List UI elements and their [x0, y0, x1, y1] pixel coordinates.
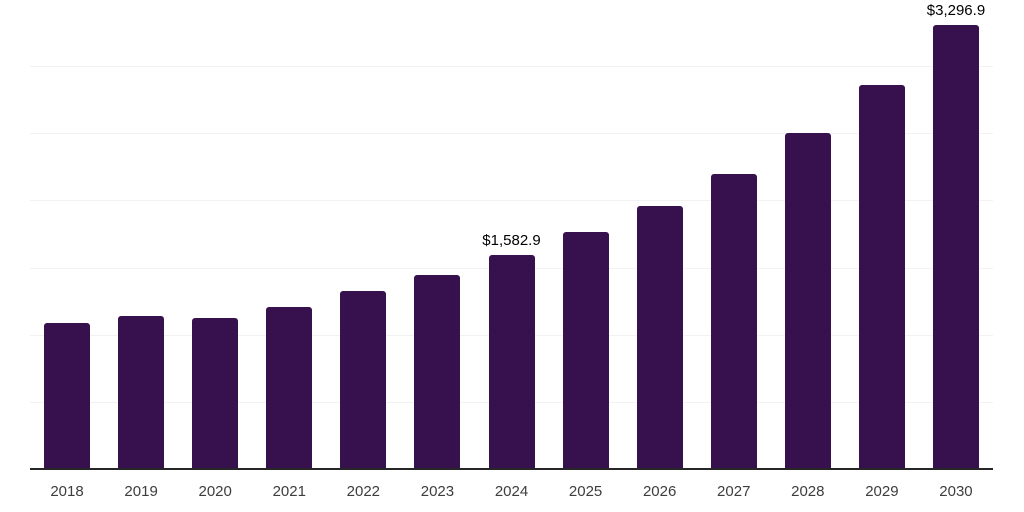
x-axis-labels: 2018 2019 2020 2021 2022 2023 2024 2025 2026 2027… — [30, 470, 993, 512]
bar-2024 — [488, 255, 535, 468]
x-axis-label-2030: 2030 — [939, 482, 973, 500]
bar-slot-2022 — [326, 0, 400, 468]
x-axis-label-2020: 2020 — [198, 482, 232, 500]
x-axis-label-2018: 2018 — [50, 482, 84, 500]
bar-slot-2026 — [623, 0, 697, 468]
x-axis-label-2023: 2023 — [420, 482, 455, 500]
bar-slot-2023 — [400, 0, 474, 468]
bar-2026 — [636, 205, 683, 468]
bar-2027 — [710, 174, 757, 468]
bar-2022 — [340, 291, 387, 468]
gridline — [30, 200, 993, 202]
bar-slot-2030: $3,296.9 — [919, 0, 993, 468]
bar-2025 — [562, 232, 609, 468]
x-axis-label-2024: 2024 — [494, 482, 529, 500]
x-axis-label-2022: 2022 — [346, 482, 381, 500]
bar-2023 — [414, 275, 461, 468]
x-axis-label-2021: 2021 — [272, 482, 306, 500]
bar-2030 — [932, 25, 979, 468]
bar-2018 — [44, 322, 91, 468]
gridline — [30, 66, 993, 68]
bar-slot-2027 — [697, 0, 771, 468]
bar-2028 — [784, 132, 831, 468]
bar-2019 — [118, 315, 165, 468]
x-axis-label-2025: 2025 — [568, 482, 603, 500]
bar-slot-2025 — [549, 0, 623, 468]
bar-slot-2018 — [30, 0, 104, 468]
x-axis-line — [30, 468, 993, 470]
bar-slot-2020 — [178, 0, 252, 468]
x-axis-label-2026: 2026 — [642, 482, 677, 500]
bar-slot-2024: $1,582.9 — [474, 0, 548, 468]
bar-slot-2029 — [845, 0, 919, 468]
bar-2020 — [192, 317, 239, 468]
bar-2021 — [266, 306, 313, 468]
x-axis-label-2019: 2019 — [124, 482, 158, 500]
x-axis-label-2028: 2028 — [791, 482, 825, 500]
bar-slot-2028 — [771, 0, 845, 468]
plot-area: $1,582.9 $3,296.9 — [30, 0, 993, 470]
bar-slot-2021 — [252, 0, 326, 468]
bar-value-label-2024: $1,582.9 — [482, 232, 541, 250]
gridline — [30, 133, 993, 135]
x-axis-label-2027: 2027 — [717, 482, 751, 500]
x-axis-label-2029: 2029 — [865, 482, 899, 500]
bar-2029 — [858, 84, 905, 468]
bar-value-label-2030: $3,296.9 — [926, 2, 986, 20]
bars-row: $1,582.9 $3,296.9 — [30, 0, 993, 470]
bar-slot-2019 — [104, 0, 178, 468]
